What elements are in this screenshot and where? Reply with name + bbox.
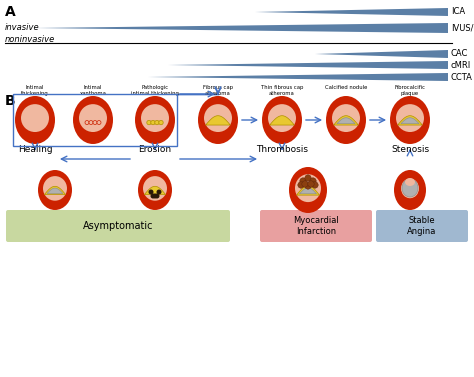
- Circle shape: [156, 190, 162, 195]
- Ellipse shape: [268, 104, 296, 132]
- Circle shape: [147, 120, 151, 125]
- Bar: [13, 94, 177, 146]
- Text: IVUS/OCT: IVUS/OCT: [451, 23, 474, 32]
- Text: cMRI: cMRI: [451, 60, 471, 69]
- Ellipse shape: [402, 179, 418, 197]
- Circle shape: [151, 120, 155, 125]
- Circle shape: [155, 120, 159, 125]
- Polygon shape: [297, 186, 319, 195]
- Circle shape: [305, 183, 311, 189]
- Ellipse shape: [390, 96, 430, 144]
- Circle shape: [153, 193, 157, 199]
- Polygon shape: [334, 116, 358, 125]
- Text: Fibrous cap
atheroma: Fibrous cap atheroma: [203, 85, 233, 96]
- Text: Stable
Angina: Stable Angina: [407, 216, 437, 236]
- Text: invasive: invasive: [5, 23, 40, 32]
- FancyBboxPatch shape: [6, 210, 230, 242]
- Ellipse shape: [143, 176, 167, 201]
- Ellipse shape: [295, 174, 321, 202]
- Text: Calcified nodule: Calcified nodule: [325, 85, 367, 90]
- Text: A: A: [5, 5, 16, 19]
- Ellipse shape: [262, 96, 302, 144]
- Polygon shape: [47, 188, 63, 193]
- Ellipse shape: [15, 96, 55, 144]
- Polygon shape: [145, 186, 165, 195]
- Circle shape: [97, 121, 101, 124]
- Polygon shape: [206, 116, 230, 125]
- Ellipse shape: [198, 96, 238, 144]
- Polygon shape: [270, 116, 294, 125]
- Ellipse shape: [43, 176, 67, 201]
- Ellipse shape: [401, 179, 419, 198]
- Text: Intimal
thickening: Intimal thickening: [21, 85, 49, 96]
- Text: Intimal
xanthoma: Intimal xanthoma: [80, 85, 107, 96]
- Polygon shape: [315, 50, 448, 58]
- Ellipse shape: [79, 104, 107, 132]
- Circle shape: [312, 182, 318, 188]
- Ellipse shape: [135, 96, 175, 144]
- Ellipse shape: [396, 104, 424, 132]
- Polygon shape: [398, 116, 422, 125]
- Text: Fibrocalcific
plaque: Fibrocalcific plaque: [394, 85, 426, 96]
- Circle shape: [305, 175, 311, 181]
- Circle shape: [310, 178, 316, 184]
- FancyBboxPatch shape: [376, 210, 468, 242]
- Text: Thin fibrous cap
atheroma: Thin fibrous cap atheroma: [261, 85, 303, 96]
- Ellipse shape: [21, 104, 49, 132]
- Text: B: B: [5, 94, 16, 108]
- Polygon shape: [337, 118, 355, 124]
- Polygon shape: [300, 188, 317, 194]
- Polygon shape: [148, 73, 448, 81]
- Circle shape: [298, 182, 304, 188]
- Circle shape: [93, 121, 97, 124]
- Text: CCTA: CCTA: [451, 72, 473, 81]
- Circle shape: [89, 121, 93, 124]
- Polygon shape: [168, 61, 448, 69]
- Circle shape: [85, 121, 89, 124]
- Ellipse shape: [141, 104, 169, 132]
- Text: CAC: CAC: [451, 49, 468, 58]
- Text: Erosion: Erosion: [138, 145, 172, 154]
- Text: Stenosis: Stenosis: [391, 145, 429, 154]
- Circle shape: [300, 178, 306, 184]
- Text: Healing: Healing: [18, 145, 52, 154]
- Text: noninvasive: noninvasive: [5, 35, 55, 44]
- Text: Myocardial
Infarction: Myocardial Infarction: [293, 216, 339, 236]
- Polygon shape: [401, 118, 419, 124]
- Ellipse shape: [204, 104, 232, 132]
- Polygon shape: [45, 186, 65, 195]
- Circle shape: [159, 120, 163, 125]
- FancyBboxPatch shape: [260, 210, 372, 242]
- Ellipse shape: [394, 170, 426, 210]
- Circle shape: [151, 193, 155, 199]
- Circle shape: [302, 181, 308, 187]
- Text: Asymptomatic: Asymptomatic: [83, 221, 153, 231]
- Text: Pathologic
intimal thickening: Pathologic intimal thickening: [131, 85, 179, 96]
- Ellipse shape: [38, 170, 72, 210]
- Circle shape: [155, 193, 159, 199]
- Polygon shape: [255, 8, 448, 16]
- Ellipse shape: [73, 96, 113, 144]
- Ellipse shape: [405, 178, 415, 186]
- Text: ICA: ICA: [451, 8, 465, 17]
- Polygon shape: [35, 23, 448, 33]
- Text: Thrombosis: Thrombosis: [256, 145, 308, 154]
- Ellipse shape: [289, 167, 327, 213]
- Ellipse shape: [138, 170, 172, 210]
- Ellipse shape: [332, 104, 360, 132]
- Circle shape: [148, 190, 154, 195]
- Circle shape: [308, 181, 314, 187]
- Ellipse shape: [326, 96, 366, 144]
